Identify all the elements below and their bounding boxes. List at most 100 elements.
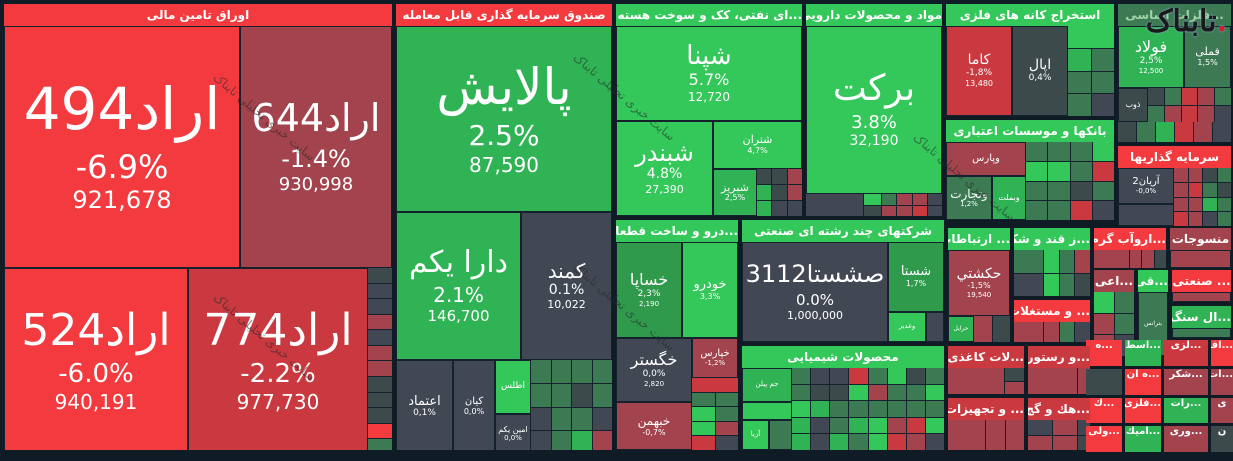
small-tile[interactable]	[769, 420, 792, 450]
small-tile[interactable]	[1172, 328, 1231, 338]
sector-investments[interactable]: سرمایه گذاریها آریان2 -0,0%	[1116, 144, 1233, 228]
small-tiles-mosaic[interactable]	[806, 194, 942, 216]
sector-header[interactable]: ...ال سنگ	[1172, 306, 1231, 328]
stock-tile-sashasta3112[interactable]: صشستا3112 0.0% 1,000,000	[742, 242, 888, 342]
sector-hotels-restaurants[interactable]: ...و رستوران	[1026, 344, 1092, 396]
sector-tile[interactable]: ن	[1211, 426, 1233, 452]
sector-tile[interactable]: ...اسط	[1125, 340, 1161, 366]
stock-tile-barekat[interactable]: برکت 3.8% 32,190	[806, 26, 942, 194]
sector-header[interactable]: ...لات کاغذی	[948, 346, 1024, 368]
small-tiles-mosaic[interactable]	[692, 378, 738, 450]
sector-tile[interactable]: ...امیك	[1125, 426, 1161, 452]
stock-tile-shabandar[interactable]: شبندر 4.8% 27,390	[616, 121, 713, 216]
small-tile[interactable]	[926, 312, 944, 342]
small-tiles-mosaic[interactable]	[368, 268, 392, 450]
small-tiles-mosaic[interactable]	[1068, 26, 1114, 116]
sector-coal-mining[interactable]: ...ال سنگ	[1170, 304, 1233, 340]
stock-tile-arad644[interactable]: اراد644 -1.4% 930,998	[240, 26, 392, 268]
sector-paper-products[interactable]: ...لات کاغذی	[946, 344, 1026, 396]
stock-tile-shetran[interactable]: شتران 4,7%	[713, 121, 802, 169]
stock-tile-arad494[interactable]: اراد494 -6.9% 921,678	[4, 26, 240, 268]
stock-tile-hkeshti[interactable]: حکشتي -1,5% 19,540	[948, 250, 1010, 316]
small-tiles-mosaic[interactable]	[1028, 420, 1090, 450]
sector-tile[interactable]: ...ه	[1086, 340, 1122, 366]
sector-header[interactable]: ...ای نفتی، کک و سوخت هسته ای	[616, 4, 802, 26]
small-tiles-mosaic[interactable]	[1174, 168, 1231, 226]
stock-tile-palayesh[interactable]: پالایش 2.5% 87,590	[396, 26, 612, 212]
sector-pharma[interactable]: مواد و محصولات دارویی برکت 3.8% 32,190	[804, 2, 944, 218]
small-tile[interactable]	[1118, 204, 1174, 226]
stock-tile-khbahman[interactable]: خبهمن -0,7%	[616, 402, 692, 450]
sector-lime-gypsum[interactable]: ...هك و گچ	[1026, 396, 1092, 452]
stock-tile-atlas[interactable]: اطلس	[495, 360, 531, 414]
small-tiles-mosaic[interactable]	[792, 368, 944, 450]
sector-header[interactable]: ...ز قند و شکر	[1014, 228, 1090, 250]
small-tiles-mosaic[interactable]	[1014, 250, 1090, 296]
sector-header[interactable]: ...اروآب گرم	[1094, 228, 1166, 250]
stock-tile-kian[interactable]: کیان 0,0%	[453, 360, 495, 450]
stock-tile-khodro[interactable]: خودرو 3,3%	[682, 242, 738, 338]
small-tile[interactable]	[742, 402, 792, 420]
sector-industrial-conglomerates[interactable]: شرکتهای چند رشته ای صنعتی صشستا3112 0.0%…	[740, 218, 946, 344]
sector-tile[interactable]: ...فلزی	[1125, 397, 1161, 424]
stock-tile-amin-yekom[interactable]: امین یکم 0,0%	[495, 414, 531, 450]
stock-tile-apal[interactable]: اپال 0,4%	[1012, 26, 1068, 116]
sector-header[interactable]: محصولات شیمیایی	[742, 346, 944, 368]
stock-tile-vtejarat[interactable]: وتجارت 1,2%	[946, 176, 992, 220]
stock-tile-arad524[interactable]: اراد524 -6.0% 940,191	[4, 268, 188, 450]
sector-utilities[interactable]: ...اروآب گرم	[1092, 226, 1168, 276]
sector-telecom[interactable]: ... ارتباطات حکشتي -1,5% 19,540 حرایل	[946, 226, 1012, 344]
sector-automotive[interactable]: ...درو و ساخت قطعات خساپا 2,3% 2,190 خود…	[614, 218, 740, 452]
stock-tile-dara-yekom[interactable]: دارا یکم 2.1% 146,700	[396, 212, 521, 360]
small-tiles-mosaic[interactable]	[1014, 322, 1090, 342]
small-tiles-mosaic[interactable]	[1028, 368, 1090, 394]
stock-tile-shepna[interactable]: شپنا 5.7% 12,720	[616, 26, 802, 121]
small-tiles-mosaic[interactable]	[1026, 142, 1114, 220]
sector-header[interactable]: ... و مستغلات	[1014, 300, 1090, 322]
sector-header[interactable]: شرکتهای چند رشته ای صنعتی	[742, 220, 944, 242]
small-tiles-mosaic[interactable]	[974, 316, 1010, 342]
stock-tile-vbemellat[interactable]: وبملت	[992, 176, 1026, 220]
stock-tile-kamand[interactable]: کمند 0.1% 10,022	[521, 212, 612, 360]
stock-tile-khgostar[interactable]: خگستر 0,0% 2,820	[616, 338, 692, 402]
sector-chemicals[interactable]: محصولات شیمیایی جم پیلن آریا	[740, 344, 946, 452]
stock-tile-zob[interactable]: ذوب	[1118, 88, 1148, 122]
stock-tile-shabriz[interactable]: شبریز 2,5%	[713, 169, 757, 216]
stock-tile-jam-pilen[interactable]: جم پیلن	[742, 368, 792, 402]
sector-tile[interactable]: ...شکر	[1164, 368, 1208, 395]
sector-tile[interactable]: ...رات	[1164, 397, 1208, 424]
sector-header[interactable]: ...و رستوران	[1028, 346, 1090, 368]
sector-basic-metals[interactable]: ...فلزات اساسی فولاد 2,5% 12,500 فملی 1,…	[1116, 2, 1233, 144]
stock-tile-etemad[interactable]: اعتماد 0,1%	[396, 360, 453, 450]
sector-textiles[interactable]: منسوجات	[1168, 226, 1233, 270]
sector-financing-bonds[interactable]: اوراق تامین مالی اراد494 -6.9% 921,678 ا…	[2, 2, 394, 452]
small-sectors-grid[interactable]: ...اف ...لزی ...اسط ...ه ...ات ...شکر ..…	[1086, 340, 1233, 452]
stock-tile-khsapa[interactable]: خساپا 2,3% 2,190	[616, 242, 682, 338]
sector-header[interactable]: ... صنعتی	[1172, 270, 1231, 292]
sector-header[interactable]: سرمایه گذاریها	[1118, 146, 1231, 168]
sector-oil-products[interactable]: ...ای نفتی، کک و سوخت هسته ای شپنا 5.7% …	[614, 2, 804, 218]
sector-header[interactable]: استخراج کانه های فلزی	[946, 4, 1114, 26]
stock-tile-arian2[interactable]: آریان2 -0,0%	[1118, 168, 1174, 204]
sector-tile[interactable]: ...لزی	[1164, 340, 1208, 366]
sector-tile[interactable]	[1086, 368, 1122, 395]
small-tiles-mosaic[interactable]	[757, 169, 802, 216]
sector-metal-ores[interactable]: استخراج کانه های فلزی کاما -1,8% 13,480 …	[944, 2, 1116, 118]
small-tile[interactable]	[1172, 292, 1231, 302]
stock-tile-vpars[interactable]: وپارس	[946, 142, 1026, 176]
sector-banks[interactable]: بانکها و موسسات اعتباری وپارس وتجارت 1,2…	[944, 118, 1116, 222]
sector-tile[interactable]: ...اف	[1211, 340, 1233, 366]
sector-header[interactable]: مواد و محصولات دارویی	[806, 4, 942, 26]
small-tiles-mosaic[interactable]	[1148, 88, 1231, 122]
sector-tile[interactable]: ...وری	[1164, 426, 1208, 452]
sector-header[interactable]: بانکها و موسسات اعتباری	[946, 120, 1114, 142]
sector-header[interactable]: ...قی	[1138, 270, 1168, 292]
stock-tile-foolad[interactable]: فولاد 2,5% 12,500	[1118, 26, 1184, 88]
stock-tile-arad774[interactable]: اراد774 -2.2% 977,730	[188, 268, 368, 450]
sector-header[interactable]: ...هك و گچ	[1028, 398, 1090, 420]
sector-sugar[interactable]: ...ز قند و شکر	[1012, 226, 1092, 298]
small-tiles-mosaic[interactable]	[948, 420, 1024, 450]
stock-tile-kama[interactable]: کاما -1,8% 13,480	[946, 26, 1012, 116]
sector-header[interactable]: ...اعی	[1094, 270, 1134, 292]
sector-machinery-equipment[interactable]: ... و تجهیزات	[946, 396, 1026, 452]
